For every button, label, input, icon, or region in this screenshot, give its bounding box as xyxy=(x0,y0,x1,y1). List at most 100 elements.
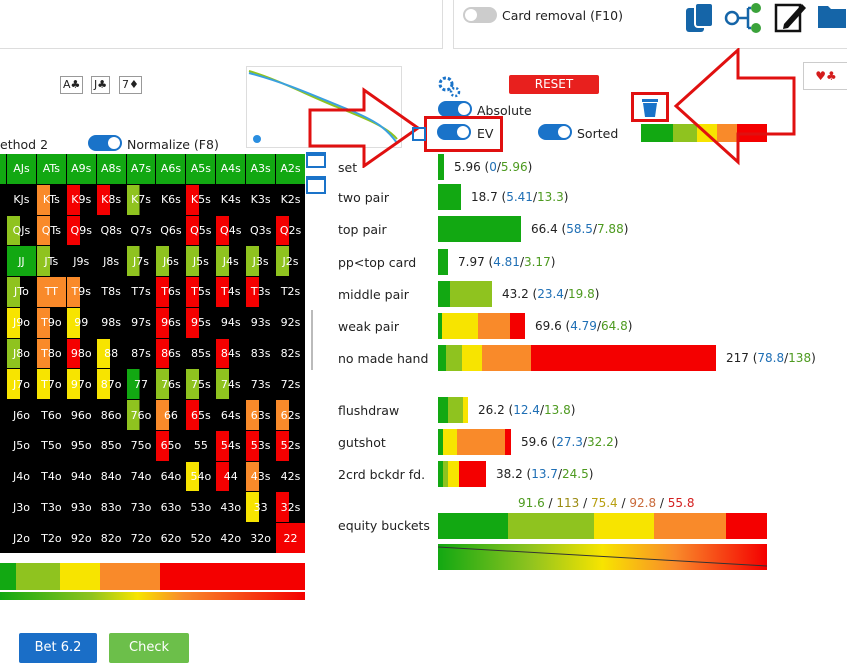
hand-cell[interactable]: 44 xyxy=(216,461,246,492)
hand-cell[interactable] xyxy=(0,246,6,277)
hand-cell[interactable]: 84o xyxy=(96,461,126,492)
hand-cell[interactable]: Q3s xyxy=(246,215,276,246)
hand-cell[interactable] xyxy=(0,338,6,369)
hand-cell[interactable]: 99 xyxy=(66,307,96,338)
hand-cell[interactable]: A6s xyxy=(156,154,186,184)
hand-cell[interactable]: Q7s xyxy=(126,215,156,246)
hand-cell[interactable]: 93o xyxy=(66,492,96,523)
hand-cell[interactable]: 75o xyxy=(126,430,156,461)
hand-cell[interactable]: 75s xyxy=(186,369,216,400)
hand-cell[interactable]: 33 xyxy=(246,492,276,523)
trash-icon[interactable] xyxy=(641,98,659,118)
folder-icon[interactable] xyxy=(816,0,847,32)
hand-cell[interactable]: J3o xyxy=(7,492,36,523)
hand-cell[interactable]: 53s xyxy=(246,430,276,461)
hand-cell[interactable]: 53o xyxy=(186,492,216,523)
hand-cell[interactable]: QTs xyxy=(36,215,66,246)
hand-cell[interactable]: 86s xyxy=(156,338,186,369)
hand-cell[interactable]: 52o xyxy=(186,523,216,553)
window-icon-2[interactable] xyxy=(306,176,326,194)
hand-cell[interactable]: 87s xyxy=(126,338,156,369)
hand-cell[interactable]: 62s xyxy=(276,400,305,430)
hand-cell[interactable]: T5s xyxy=(186,277,216,307)
hand-cell[interactable]: 64o xyxy=(156,461,186,492)
hand-cell[interactable]: KTs xyxy=(36,184,66,215)
hand-cell[interactable]: J5o xyxy=(7,430,36,461)
hand-cell[interactable]: 73o xyxy=(126,492,156,523)
hand-cell[interactable]: J7s xyxy=(126,246,156,277)
hand-cell[interactable]: T4s xyxy=(216,277,246,307)
hand-cell[interactable]: 76o xyxy=(126,400,156,430)
hand-cell[interactable]: 63o xyxy=(156,492,186,523)
hand-cell[interactable]: A5s xyxy=(186,154,216,184)
hand-cell[interactable]: T3s xyxy=(246,277,276,307)
hand-cell[interactable]: J3s xyxy=(246,246,276,277)
hand-cell[interactable]: T6o xyxy=(36,400,66,430)
hand-cell[interactable]: 55 xyxy=(186,430,216,461)
hand-cell[interactable]: T2o xyxy=(36,523,66,553)
hand-cell[interactable]: 42s xyxy=(276,461,305,492)
ev-toggle[interactable] xyxy=(437,124,471,140)
hand-cell[interactable]: 94o xyxy=(66,461,96,492)
hand-cell[interactable] xyxy=(0,307,6,338)
hand-cell[interactable]: 76s xyxy=(156,369,186,400)
expand-icon[interactable] xyxy=(412,127,426,141)
hand-cell[interactable]: 54o xyxy=(186,461,216,492)
hand-cell[interactable]: 43s xyxy=(246,461,276,492)
absolute-toggle[interactable] xyxy=(438,101,472,117)
hand-cell[interactable]: A3s xyxy=(246,154,276,184)
hand-cell[interactable]: 77 xyxy=(126,369,156,400)
hand-cell[interactable]: 62o xyxy=(156,523,186,553)
hand-cell[interactable]: 72o xyxy=(126,523,156,553)
hand-cell[interactable]: T9o xyxy=(36,307,66,338)
hand-cell[interactable]: 32s xyxy=(276,492,305,523)
hand-cell[interactable] xyxy=(0,400,6,430)
window-icon-1[interactable] xyxy=(306,152,326,168)
hand-cell[interactable] xyxy=(0,523,6,553)
check-button[interactable]: Check xyxy=(109,633,189,663)
hand-cell[interactable]: 66 xyxy=(156,400,186,430)
hand-cell[interactable]: A2s xyxy=(276,154,305,184)
settings-gear-icon[interactable] xyxy=(437,74,461,98)
hand-cell[interactable]: 74o xyxy=(126,461,156,492)
hand-cell[interactable]: K8s xyxy=(96,184,126,215)
hand-cell[interactable]: A9s xyxy=(66,154,96,184)
hand-cell[interactable]: TT xyxy=(36,277,66,307)
hand-cell[interactable]: K9s xyxy=(66,184,96,215)
hand-cell[interactable]: JTs xyxy=(36,246,66,277)
hand-cell[interactable] xyxy=(0,492,6,523)
reset-button[interactable]: RESET xyxy=(509,75,599,94)
hand-cell[interactable]: 22 xyxy=(276,523,305,553)
hand-cell[interactable]: 84s xyxy=(216,338,246,369)
edit-icon[interactable] xyxy=(774,0,808,34)
hand-cell[interactable]: J4o xyxy=(7,461,36,492)
hand-cell[interactable] xyxy=(0,215,6,246)
hand-cell[interactable]: 97s xyxy=(126,307,156,338)
hand-cell[interactable]: J8s xyxy=(96,246,126,277)
hand-cell[interactable]: 83s xyxy=(246,338,276,369)
hand-cell[interactable]: 86o xyxy=(96,400,126,430)
hand-cell[interactable] xyxy=(0,369,6,400)
hand-cell[interactable]: 96o xyxy=(66,400,96,430)
hand-cell[interactable]: J2o xyxy=(7,523,36,553)
tree-icon[interactable] xyxy=(724,2,766,34)
hand-cell[interactable]: Q8s xyxy=(96,215,126,246)
hand-cell[interactable]: A4s xyxy=(216,154,246,184)
hand-cell[interactable]: 96s xyxy=(156,307,186,338)
normalize-toggle[interactable] xyxy=(88,135,122,151)
hand-cell[interactable]: KJs xyxy=(7,184,36,215)
hand-cell[interactable]: J6s xyxy=(156,246,186,277)
hand-cell[interactable]: T6s xyxy=(156,277,186,307)
hand-cell[interactable]: T4o xyxy=(36,461,66,492)
hand-cell[interactable]: J2s xyxy=(276,246,305,277)
hand-cell[interactable]: 43o xyxy=(216,492,246,523)
hand-cell[interactable]: J5s xyxy=(186,246,216,277)
hand-cell[interactable]: 72s xyxy=(276,369,305,400)
copy-icon[interactable] xyxy=(684,2,718,34)
card-removal-toggle[interactable] xyxy=(463,7,497,23)
hand-cell[interactable]: K7s xyxy=(126,184,156,215)
hand-cell[interactable]: 42o xyxy=(216,523,246,553)
hand-cell[interactable]: 73s xyxy=(246,369,276,400)
hand-cell[interactable]: K5s xyxy=(186,184,216,215)
hand-cell[interactable]: J7o xyxy=(7,369,36,400)
